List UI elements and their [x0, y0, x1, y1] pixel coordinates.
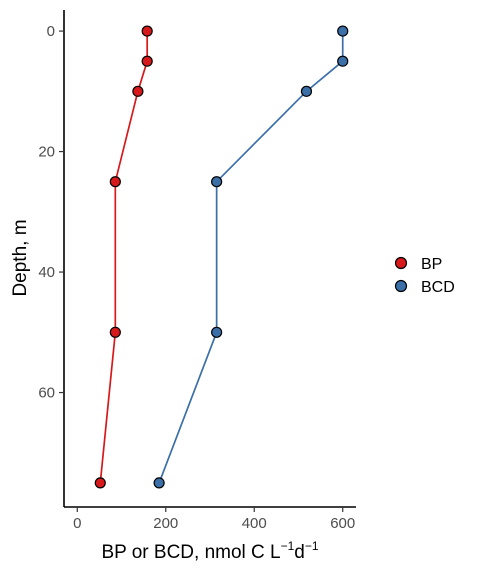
legend-label-bp: BP	[421, 256, 442, 273]
x-tick-label: 400	[242, 515, 267, 532]
legend-key-bcd	[396, 281, 407, 292]
x-axis-title-sup1: −1	[281, 539, 295, 553]
series-line-bp	[100, 31, 147, 483]
x-axis-title-main: BP or BCD, nmol C L	[101, 542, 280, 563]
axes	[64, 10, 356, 507]
data-point-bcd	[212, 177, 222, 187]
ticks: 0 200 400 600 0 20 40 60	[38, 23, 355, 532]
data-point-bp	[95, 478, 105, 488]
data-point-bp	[110, 327, 120, 337]
data-point-bcd	[212, 327, 222, 337]
y-tick-label: 40	[38, 264, 55, 281]
x-axis-title: BP or BCD, nmol C L−1d−1	[101, 539, 318, 563]
y-tick-label: 20	[38, 144, 55, 161]
y-axis-title: Depth, m	[10, 219, 31, 296]
x-tick-label: 200	[153, 515, 178, 532]
x-axis-title-mid: d	[294, 542, 305, 563]
y-tick-label: 0	[47, 23, 55, 40]
x-tick-label: 0	[73, 515, 81, 532]
data-point-bcd	[338, 56, 348, 66]
series-line-bcd	[159, 31, 343, 483]
data-point-bp	[142, 26, 152, 36]
x-axis-title-sup2: −1	[305, 539, 319, 553]
x-tick-label: 600	[330, 515, 355, 532]
legend-key-bp	[396, 258, 407, 269]
y-tick-label: 60	[38, 385, 55, 402]
data-point-bcd	[154, 478, 164, 488]
data-point-bcd	[301, 86, 311, 96]
data-point-bp	[110, 177, 120, 187]
plot-area	[95, 26, 347, 488]
legend-label-bcd: BCD	[421, 279, 455, 296]
data-point-bp	[142, 56, 152, 66]
legend: BP BCD	[396, 256, 455, 296]
data-point-bp	[133, 86, 143, 96]
data-point-bcd	[338, 26, 348, 36]
